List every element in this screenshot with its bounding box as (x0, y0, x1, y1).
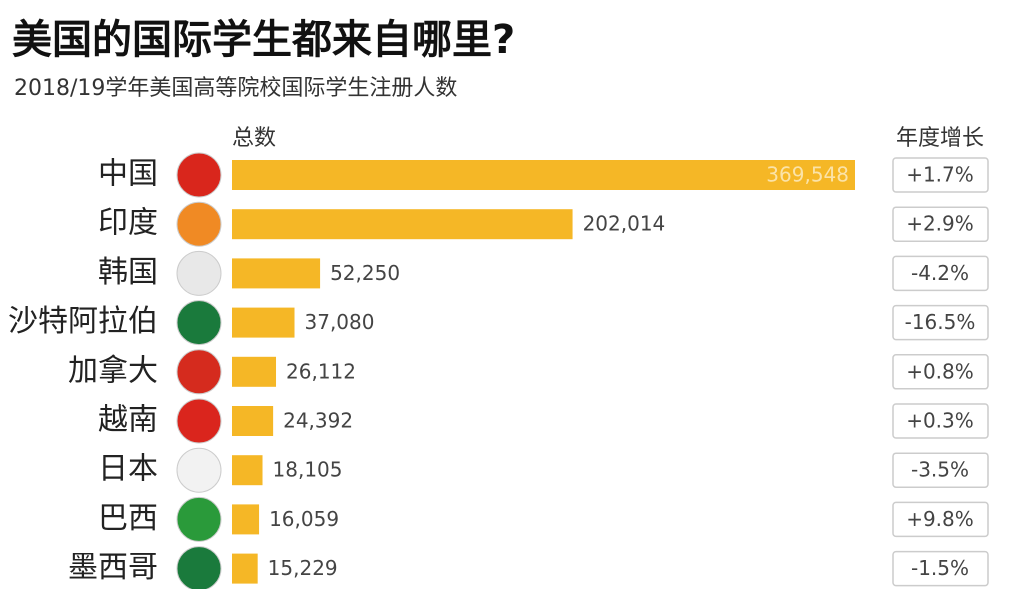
value-label: 18,105 (273, 458, 343, 482)
column-header: 总数 (232, 126, 276, 151)
category-label: 加拿大 (68, 353, 158, 388)
column-header: 年度增长 (896, 126, 984, 151)
value-label: 369,548 (766, 163, 849, 187)
bar (232, 307, 295, 338)
chart-title: 美国的国际学生都来自哪里? (12, 17, 515, 63)
value-label: 37,080 (305, 310, 375, 334)
value-label: 24,392 (283, 409, 353, 433)
bar (232, 258, 321, 289)
value-label: 16,059 (269, 507, 339, 531)
flag-icon (176, 447, 222, 493)
bar (232, 160, 855, 190)
flag-icon (176, 349, 222, 395)
category-label: 墨西哥 (68, 550, 158, 585)
growth-label: +9.8% (906, 507, 974, 531)
growth-label: -4.2% (911, 261, 969, 285)
category-label: 中国 (98, 157, 158, 192)
growth-label: -16.5% (905, 310, 976, 334)
growth-label: -3.5% (911, 458, 969, 482)
chart-subtitle: 2018/19学年美国高等院校国际学生注册人数 (14, 76, 457, 101)
value-label: 202,014 (583, 212, 666, 236)
growth-box (892, 206, 989, 242)
flag-icon (176, 300, 222, 346)
growth-label: +0.8% (906, 359, 974, 383)
flag-icon (176, 152, 222, 198)
growth-box (892, 452, 989, 488)
category-label: 日本 (98, 452, 158, 487)
flag-icon (176, 250, 222, 296)
bar (232, 455, 263, 486)
bar (232, 356, 277, 387)
category-label: 韩国 (98, 255, 158, 290)
flag-icon (176, 546, 222, 589)
growth-box (892, 304, 989, 341)
bar (232, 504, 260, 535)
growth-box (892, 354, 989, 390)
bar (232, 406, 274, 436)
growth-box (892, 157, 989, 193)
growth-label: +2.9% (906, 212, 974, 236)
flag-icon (176, 201, 222, 247)
growth-box (892, 501, 989, 538)
category-label: 越南 (98, 403, 158, 438)
growth-label: +1.7% (906, 163, 974, 187)
category-label: 巴西 (98, 501, 158, 536)
growth-label: -1.5% (911, 556, 969, 580)
growth-box (892, 403, 989, 439)
value-label: 52,250 (330, 261, 400, 285)
bar (232, 553, 258, 584)
value-label: 15,229 (268, 556, 338, 580)
growth-box (892, 550, 989, 587)
category-label: 沙特阿拉伯 (8, 304, 158, 339)
value-label: 26,112 (286, 359, 356, 383)
growth-box (892, 255, 989, 292)
flag-icon (176, 496, 222, 542)
growth-label: +0.3% (906, 409, 974, 433)
flag-icon (176, 398, 222, 444)
bar (232, 209, 573, 240)
category-label: 印度 (98, 206, 158, 241)
